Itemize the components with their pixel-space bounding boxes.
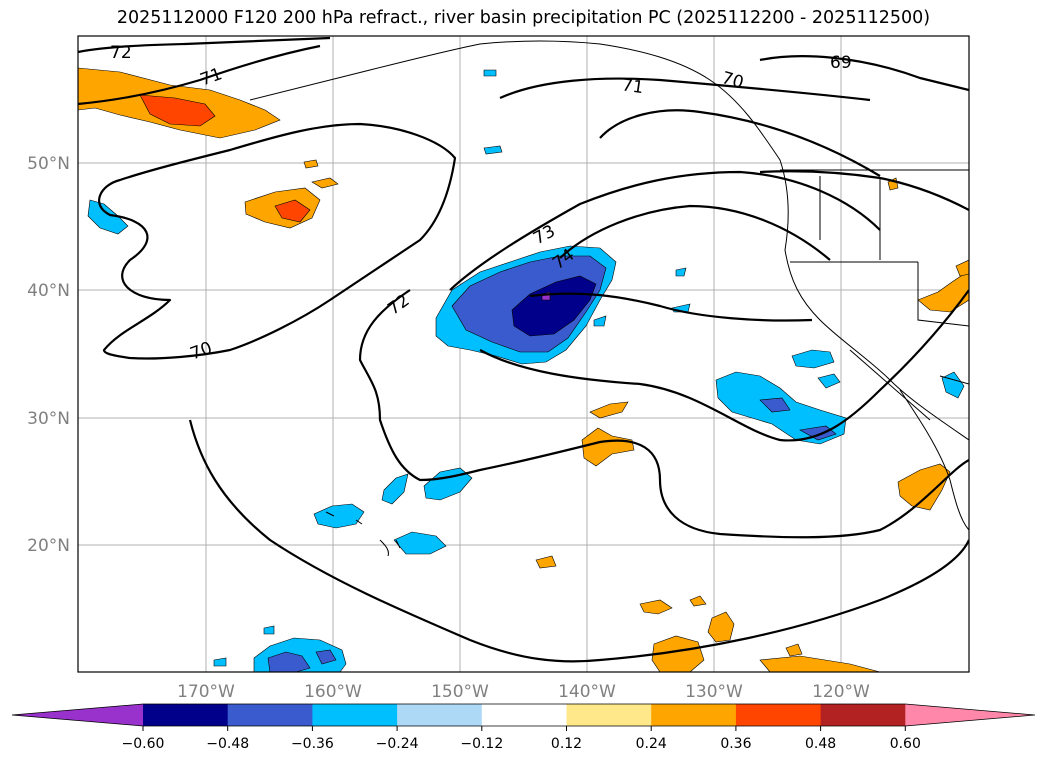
lat-label-30n: 30°N	[27, 409, 70, 429]
contour-label: 69	[830, 53, 852, 73]
lon-label-150w: 150°W	[431, 682, 489, 702]
positive-anomaly-regions	[78, 67, 969, 672]
lon-label-120w: 120°W	[812, 682, 870, 702]
colorbar-tick-label: −0.24	[376, 736, 419, 752]
colorbar-segment	[566, 704, 652, 726]
lon-label-160w: 160°W	[304, 682, 362, 702]
colorbar-tick-label: 0.48	[805, 736, 836, 752]
colorbar-segment	[312, 704, 398, 726]
coastlines	[249, 40, 969, 557]
colorbar-tick-label: 0.24	[636, 736, 667, 752]
lat-label-40n: 40°N	[27, 281, 70, 301]
gridlines	[78, 36, 969, 672]
colorbar-tick-label: −0.12	[460, 736, 503, 752]
colorbar-extend-high	[905, 704, 1035, 726]
latitude-labels: 50°N 40°N 30°N 20°N	[27, 154, 70, 556]
lon-label-130w: 130°W	[685, 682, 743, 702]
colorbar-segment	[651, 704, 737, 726]
colorbar-tick-label: −0.60	[122, 736, 165, 752]
plot-title: 2025112000 F120 200 hPa refract., river …	[116, 8, 931, 28]
colorbar-tick-label: 0.60	[890, 736, 921, 752]
colorbar	[11, 703, 1036, 727]
lat-label-50n: 50°N	[27, 154, 70, 174]
colorbar-segment	[735, 704, 822, 726]
lon-label-140w: 140°W	[558, 682, 616, 702]
refractivity-contours	[78, 36, 969, 663]
colorbar-tick-label: −0.48	[206, 736, 249, 752]
colorbar-segment	[227, 704, 313, 726]
colorbar-segment	[481, 704, 567, 726]
colorbar-ticks: −0.60 −0.48 −0.36 −0.24 −0.12 0.12 0.24 0.36 0.4…	[122, 726, 921, 752]
colorbar-segment	[397, 704, 483, 726]
colorbar-extend-low	[12, 704, 143, 726]
negative-anomaly-regions	[87, 69, 965, 672]
lat-label-20n: 20°N	[27, 536, 70, 556]
map-frame	[77, 35, 970, 673]
colorbar-segment	[820, 704, 906, 726]
contour-label: 71	[621, 75, 645, 98]
lon-label-170w: 170°W	[177, 682, 235, 702]
contour-label: 72	[110, 43, 132, 63]
colorbar-tick-label: 0.12	[551, 736, 582, 752]
colorbar-segment	[143, 704, 229, 726]
colorbar-tick-label: 0.36	[720, 736, 751, 752]
longitude-labels: 170°W 160°W 150°W 140°W 130°W 120°W	[177, 682, 870, 702]
colorbar-tick-label: −0.36	[291, 736, 334, 752]
